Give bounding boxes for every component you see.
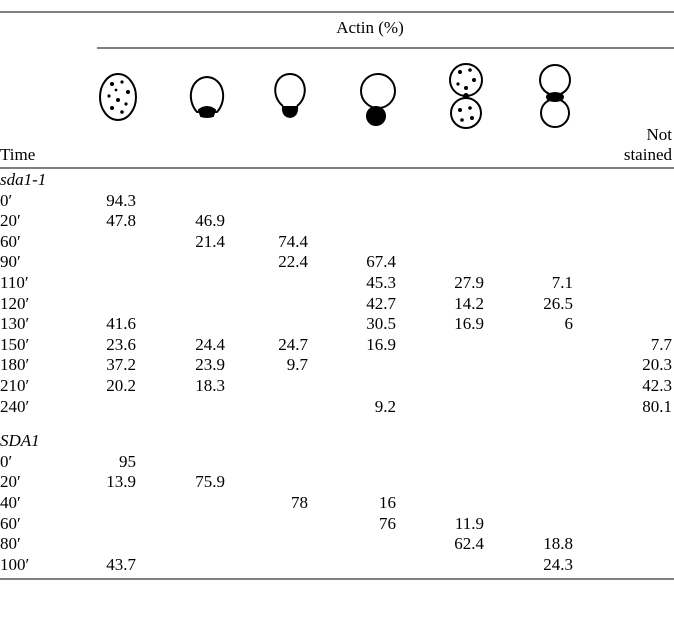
value-cell: 42.3 xyxy=(642,376,672,396)
value-cell: 20.2 xyxy=(106,376,136,396)
value-cell: 18.8 xyxy=(543,534,573,554)
time-cell: 60′ xyxy=(0,514,21,534)
value-cell: 24.4 xyxy=(195,335,225,355)
time-cell: 40′ xyxy=(0,493,21,513)
value-cell: 45.3 xyxy=(366,273,396,293)
time-cell: 0′ xyxy=(0,191,12,211)
group-title: Actin (%) xyxy=(0,18,674,38)
time-cell: 120′ xyxy=(0,294,29,314)
time-cell: 80′ xyxy=(0,534,21,554)
icon-two-cells xyxy=(450,64,482,128)
value-cell: 21.4 xyxy=(195,232,225,252)
value-cell: 30.5 xyxy=(366,314,396,334)
value-cell: 9.2 xyxy=(375,397,396,417)
value-cell: 95 xyxy=(119,452,136,472)
value-cell: 43.7 xyxy=(106,555,136,575)
icon-patches xyxy=(100,74,136,120)
value-cell: 24.7 xyxy=(278,335,308,355)
time-cell: 130′ xyxy=(0,314,29,334)
time-header: Time xyxy=(0,145,35,165)
value-cell: 24.3 xyxy=(543,555,573,575)
value-cell: 46.9 xyxy=(195,211,225,231)
icon-bud-patches xyxy=(361,74,395,125)
value-cell: 62.4 xyxy=(454,534,484,554)
time-cell: 150′ xyxy=(0,335,29,355)
time-cell: 90′ xyxy=(0,252,21,272)
value-cell: 11.9 xyxy=(455,514,484,534)
time-cell: 100′ xyxy=(0,555,29,575)
value-cell: 80.1 xyxy=(642,397,672,417)
time-cell: 60′ xyxy=(0,232,21,252)
value-cell: 23.9 xyxy=(195,355,225,375)
value-cell: 16.9 xyxy=(366,335,396,355)
icon-ring xyxy=(540,65,570,127)
value-cell: 7.1 xyxy=(552,273,573,293)
icon-cap xyxy=(191,77,223,117)
value-cell: 7.7 xyxy=(651,335,672,355)
time-cell: 180′ xyxy=(0,355,29,375)
value-cell: 18.3 xyxy=(195,376,225,396)
icon-bud xyxy=(275,74,305,117)
time-cell: 110′ xyxy=(0,273,29,293)
value-cell: 23.6 xyxy=(106,335,136,355)
value-cell: 47.8 xyxy=(106,211,136,231)
group-label: SDA1 xyxy=(0,431,40,451)
value-cell: 16 xyxy=(379,493,396,513)
value-cell: 74.4 xyxy=(278,232,308,252)
value-cell: 41.6 xyxy=(106,314,136,334)
value-cell: 94.3 xyxy=(106,191,136,211)
time-cell: 20′ xyxy=(0,211,21,231)
value-cell: 9.7 xyxy=(287,355,308,375)
time-cell: 240′ xyxy=(0,397,29,417)
value-cell: 20.3 xyxy=(642,355,672,375)
group-label: sda1-1 xyxy=(0,170,46,190)
value-cell: 67.4 xyxy=(366,252,396,272)
time-cell: 20′ xyxy=(0,472,21,492)
cell-icons xyxy=(100,64,570,128)
value-cell: 13.9 xyxy=(106,472,136,492)
page: Actin (%) Time Not stained sda1-10′94.32… xyxy=(0,0,674,618)
value-cell: 42.7 xyxy=(366,294,396,314)
value-cell: 14.2 xyxy=(454,294,484,314)
not-stained-header: Not stained xyxy=(602,125,672,165)
time-cell: 0′ xyxy=(0,452,12,472)
value-cell: 22.4 xyxy=(278,252,308,272)
time-cell: 210′ xyxy=(0,376,29,396)
value-cell: 76 xyxy=(379,514,396,534)
value-cell: 26.5 xyxy=(543,294,573,314)
value-cell: 78 xyxy=(291,493,308,513)
value-cell: 6 xyxy=(565,314,574,334)
value-cell: 37.2 xyxy=(106,355,136,375)
value-cell: 75.9 xyxy=(195,472,225,492)
value-cell: 27.9 xyxy=(454,273,484,293)
value-cell: 16.9 xyxy=(454,314,484,334)
